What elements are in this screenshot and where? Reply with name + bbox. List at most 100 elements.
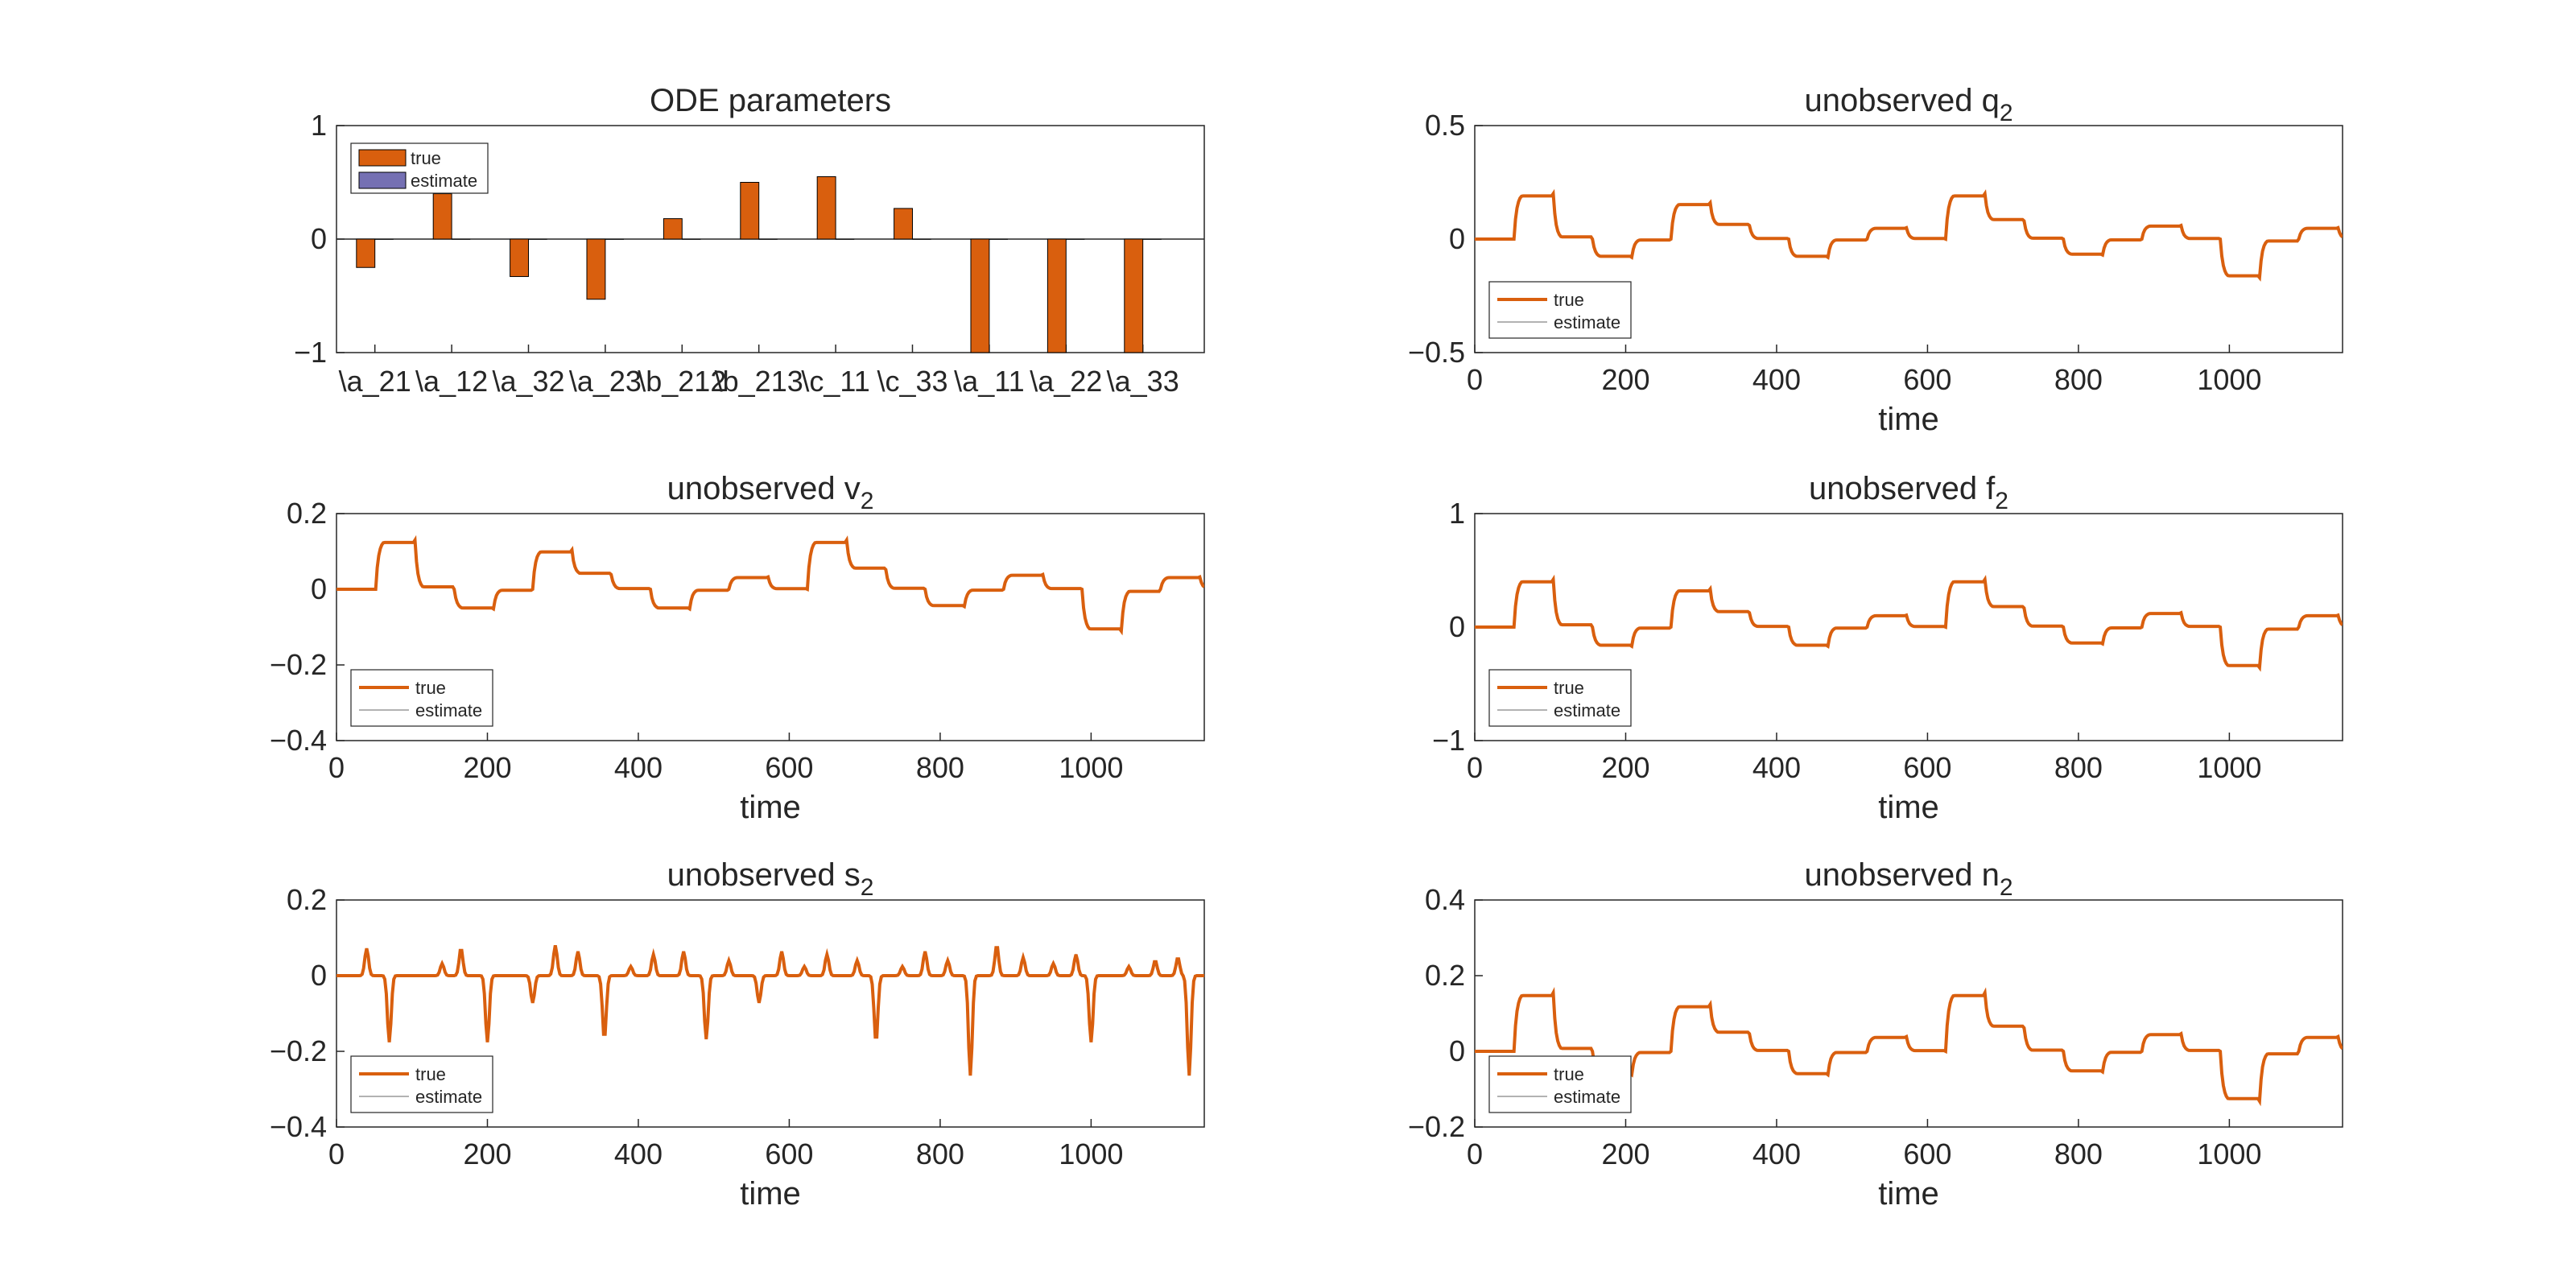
chart-title-subscript: 2 [861, 488, 874, 514]
legend-label-estimate: estimate [1554, 700, 1620, 720]
x-tick-label: 0 [328, 751, 345, 784]
y-tick-label: −0.2 [270, 648, 327, 681]
category-label: \a_11 [954, 365, 1024, 398]
x-tick-label: 200 [1601, 751, 1649, 784]
x-tick-label: 1000 [1059, 1137, 1123, 1170]
x-tick-label: 800 [2054, 751, 2103, 784]
chart-title: unobserved v2 [667, 471, 874, 514]
legend: true estimate [350, 1055, 493, 1113]
bar-estimate [758, 238, 778, 240]
bar-true [970, 238, 990, 353]
plot-area [1475, 188, 2343, 282]
axes-box [336, 513, 1205, 741]
x-tick-label: 800 [916, 1137, 964, 1170]
x-tick-label: 600 [1903, 751, 1951, 784]
category-label: \a_22 [1030, 365, 1102, 398]
legend-label-estimate: estimate [1554, 312, 1620, 332]
bar-true [816, 175, 836, 240]
chart-s2: unobserved s2 −0.4 −0.2 0 0.2 0 200 400 600 800 10… [270, 857, 1205, 1212]
x-tick-label: 600 [765, 751, 813, 784]
plot-area [1475, 574, 2343, 672]
legend-swatch-estimate [358, 171, 407, 189]
chart-title: unobserved q2 [1804, 83, 2013, 126]
chart-title-main: unobserved n [1804, 857, 1999, 893]
y-tick-label: 0.2 [287, 497, 327, 530]
bar-true [356, 238, 376, 268]
bar-estimate [451, 238, 471, 240]
x-tick-label: 0 [1467, 751, 1483, 784]
chart-n2: unobserved n2−0.200.20.40 200 400 600 800 100… [1408, 857, 2343, 1212]
axes-box [1474, 899, 2343, 1128]
y-tick-label: 0 [311, 222, 327, 255]
chart-v2: unobserved v2 −0.4 −0.2 0 0.2 0 200 400 600 800 10… [270, 471, 1205, 825]
chart-title: ODE parameters [650, 83, 891, 118]
line-true [1475, 188, 2343, 282]
y-tick-label: 1 [1449, 497, 1465, 530]
chart-title: unobserved s2 [667, 857, 874, 901]
legend: true estimate [1488, 1055, 1632, 1113]
y-tick-label: 1 [311, 109, 327, 142]
x-axis-label: time [740, 1176, 801, 1212]
line-true [336, 535, 1204, 636]
y-tick-label: −1 [294, 336, 327, 369]
x-tick-label: 200 [1601, 1137, 1649, 1170]
chart-title-subscript: 2 [1995, 488, 2008, 514]
x-axis-label: time [1878, 1176, 1939, 1212]
legend-label-estimate: estimate [415, 1087, 482, 1107]
bar-estimate [374, 238, 394, 240]
legend-label-true: true [415, 1064, 446, 1084]
chart-title-subscript: 2 [2000, 100, 2013, 126]
x-tick-label: 400 [1752, 363, 1801, 396]
x-tick-label: 600 [1903, 1137, 1951, 1170]
x-axis-label: time [740, 790, 801, 825]
chart-title-main: unobserved v [667, 471, 861, 506]
legend-label-true: true [1554, 1064, 1584, 1084]
chart-title-main: unobserved f [1809, 471, 1996, 506]
category-label: \a_32 [492, 365, 564, 398]
y-tick-label: 0.5 [1425, 109, 1465, 142]
category-label: \a_23 [569, 365, 642, 398]
line-true [336, 945, 1204, 1076]
category-label: \b_213 [715, 365, 803, 398]
legend-label-true: true [411, 148, 441, 168]
y-tick-label: 0.2 [287, 883, 327, 916]
y-tick-label: 0.4 [1425, 883, 1465, 916]
chart-title: unobserved f2 [1809, 471, 2008, 514]
x-tick-label: 1000 [2197, 1137, 2261, 1170]
bar-true [586, 238, 606, 300]
x-tick-label: 200 [1601, 363, 1649, 396]
legend-box [1488, 281, 1632, 339]
bar-true [1046, 238, 1067, 353]
legend-label-true: true [1554, 290, 1584, 310]
chart-title-main: unobserved q [1804, 83, 1999, 118]
bar-true [1124, 238, 1144, 353]
x-tick-label: 200 [463, 751, 511, 784]
legend-label-estimate: estimate [415, 700, 482, 720]
category-label: \a_21 [339, 365, 411, 398]
bar-true [663, 218, 683, 240]
y-tick-label: −0.2 [1408, 1110, 1465, 1143]
y-tick-label: 0 [1449, 222, 1465, 255]
y-tick-label: −0.4 [270, 724, 327, 757]
x-tick-label: 600 [765, 1137, 813, 1170]
bar-estimate [528, 238, 547, 240]
line-true [1475, 574, 2343, 672]
chart-title-main: ODE parameters [650, 83, 891, 118]
chart-title-subscript: 2 [861, 874, 874, 901]
bar-true [740, 182, 760, 240]
legend-label-estimate: estimate [411, 171, 477, 191]
y-tick-label: −0.5 [1408, 336, 1465, 369]
bar-estimate [682, 238, 701, 240]
x-tick-label: 800 [2054, 1137, 2103, 1170]
bar-estimate [605, 238, 625, 240]
legend-label-estimate: estimate [1554, 1087, 1620, 1107]
x-tick-label: 1000 [2197, 363, 2261, 396]
x-tick-label: 1000 [1059, 751, 1123, 784]
x-tick-label: 0 [1467, 1137, 1483, 1170]
legend-box [350, 669, 493, 727]
y-tick-label: −1 [1432, 724, 1465, 757]
x-tick-label: 400 [1752, 751, 1801, 784]
